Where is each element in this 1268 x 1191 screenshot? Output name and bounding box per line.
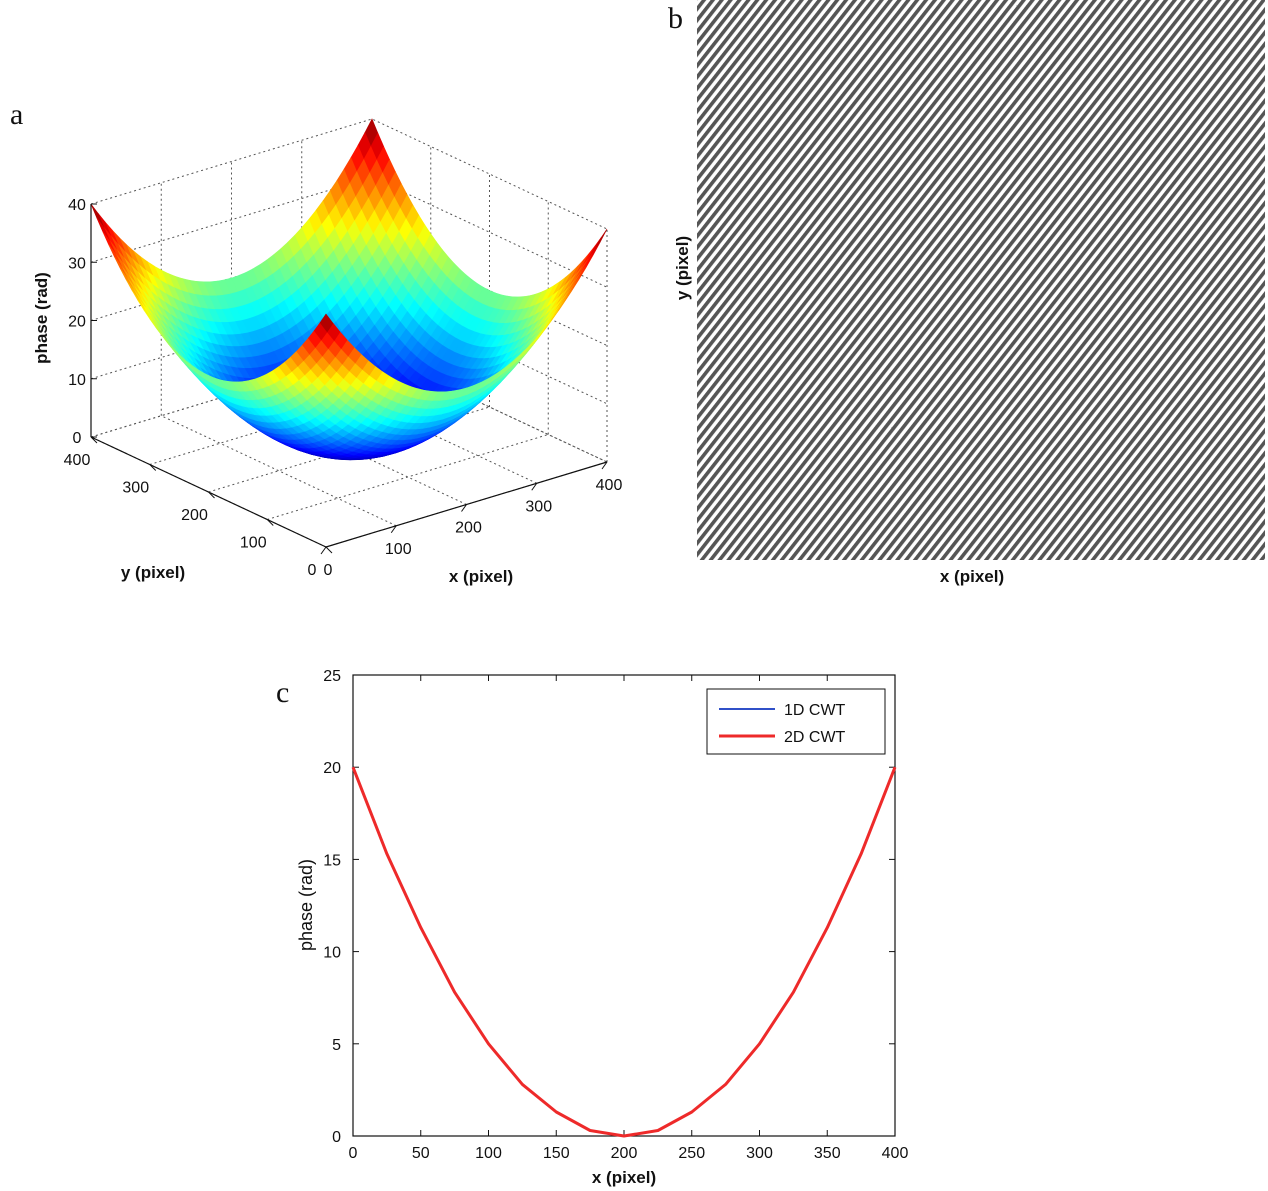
surface-ticks: 0 100 200 300 400 0 100 200 300 400 0 10 20 30 40 bbox=[64, 197, 623, 579]
x-tick-label: 300 bbox=[525, 498, 552, 515]
x-tick-label: 100 bbox=[385, 541, 412, 558]
series-line-2d-cwt bbox=[351, 766, 897, 1138]
c-x-tick-label: 0 bbox=[349, 1145, 358, 1162]
c-y-tick-label: 15 bbox=[323, 852, 341, 869]
x-axis-label: x (pixel) bbox=[449, 567, 513, 586]
c-x-tick-label: 300 bbox=[746, 1145, 773, 1162]
z-tick-label: 40 bbox=[68, 197, 86, 214]
z-tick-label: 0 bbox=[73, 430, 82, 447]
line-chart-series bbox=[351, 766, 897, 1138]
c-x-tick-label: 400 bbox=[882, 1145, 909, 1162]
z-tick-label: 10 bbox=[68, 372, 86, 389]
c-y-tick-label: 25 bbox=[323, 668, 341, 685]
panel-label-b: b bbox=[668, 2, 683, 35]
x-tick-label: 400 bbox=[596, 477, 623, 494]
c-y-tick-label: 0 bbox=[332, 1129, 341, 1146]
y-tick-label: 300 bbox=[122, 480, 149, 497]
c-y-tick-label: 20 bbox=[323, 760, 341, 777]
c-x-tick-label: 350 bbox=[814, 1145, 841, 1162]
c-x-tick-label: 50 bbox=[412, 1145, 430, 1162]
legend-label-2d-cwt: 2D CWT bbox=[784, 729, 846, 746]
line-chart-ticks: 0 50 100 150 200 250 300 350 400 0 5 10 15 20 25 bbox=[323, 668, 908, 1162]
line-y-axis-label: phase (rad) bbox=[296, 859, 316, 951]
line-x-axis-label: x (pixel) bbox=[592, 1168, 656, 1187]
c-x-tick-label: 200 bbox=[611, 1145, 638, 1162]
y-tick-label: 400 bbox=[64, 452, 91, 469]
legend-label-1d-cwt: 1D CWT bbox=[784, 702, 846, 719]
c-y-tick-label: 10 bbox=[323, 945, 341, 962]
x-tick-label: 200 bbox=[455, 520, 482, 537]
surface-mesh bbox=[90, 118, 608, 461]
c-x-tick-label: 250 bbox=[678, 1145, 705, 1162]
fringe-image bbox=[697, 0, 1265, 560]
y-axis-label: y (pixel) bbox=[121, 563, 185, 582]
z-tick-label: 20 bbox=[68, 314, 86, 331]
c-x-tick-label: 150 bbox=[543, 1145, 570, 1162]
y-tick-label: 0 bbox=[308, 562, 317, 579]
c-y-tick-label: 5 bbox=[332, 1037, 341, 1054]
panel-label-a: a bbox=[10, 98, 24, 131]
fringe-x-axis-label: x (pixel) bbox=[940, 567, 1004, 586]
x-tick-label: 0 bbox=[324, 562, 333, 579]
y-tick-label: 100 bbox=[240, 535, 267, 552]
c-x-tick-label: 100 bbox=[475, 1145, 502, 1162]
fringe-pattern-b: x (pixel) y (pixel) bbox=[673, 0, 1265, 586]
z-tick-label: 30 bbox=[68, 255, 86, 272]
panel-label-c: c bbox=[276, 676, 290, 709]
z-axis-label: phase (rad) bbox=[32, 272, 51, 364]
legend: 1D CWT 2D CWT bbox=[706, 688, 886, 755]
fringe-y-axis-label: y (pixel) bbox=[673, 236, 692, 300]
y-tick-label: 200 bbox=[181, 507, 208, 524]
surface-plot-a: 0 100 200 300 400 0 100 200 300 400 0 10 20 30 40 phas… bbox=[32, 118, 623, 586]
